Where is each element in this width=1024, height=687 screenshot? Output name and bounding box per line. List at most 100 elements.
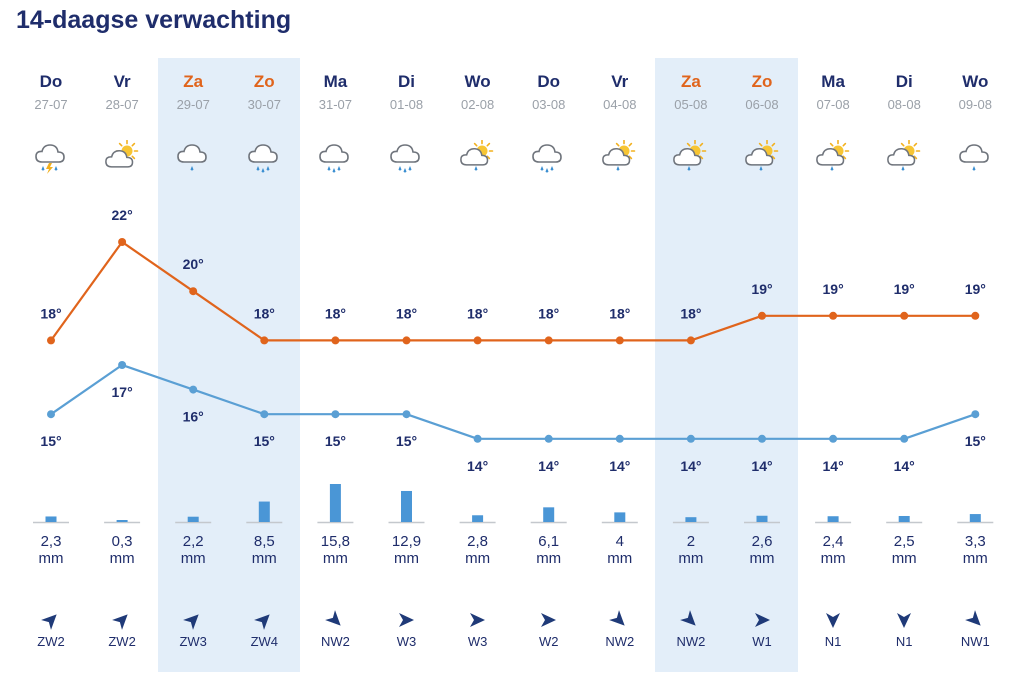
max-temp-label: 18° (467, 305, 488, 321)
precip-value: 8,5 (253, 533, 275, 550)
wind-label: NW2 (605, 634, 635, 649)
min-temp-label: 14° (538, 458, 559, 474)
day-column: Zo 06-08 2,6 mm W1 (727, 58, 798, 672)
day-name: Wo (962, 72, 989, 91)
max-temp-line (50, 240, 976, 342)
max-temp-point (47, 336, 55, 345)
precip-unit: mm (962, 550, 988, 567)
precip-bar (685, 517, 697, 522)
day-column: Za 05-08 2 mm NW2 (655, 58, 726, 672)
day-column: Ma 31-07 15,8 mm NW2 (300, 58, 371, 672)
precip-value: 2,5 (893, 533, 915, 550)
max-temp-label: 18° (40, 305, 61, 321)
precip-amount: 3,3 mm (940, 533, 1011, 567)
sun-cloud-rain-icon (602, 139, 638, 176)
day-name: Do (39, 72, 63, 91)
precip-amount: 2,2 mm (158, 533, 229, 567)
precip-bar (543, 507, 555, 522)
precip-amount: 15,8 mm (300, 533, 371, 567)
min-temp-label: 16° (183, 409, 204, 425)
cloud-sun-icon (104, 139, 141, 176)
cloud-heavy-rain-icon (318, 140, 354, 176)
min-temp-point (402, 410, 411, 419)
min-temp-label: 15° (965, 433, 986, 449)
precip-unit: mm (820, 550, 846, 567)
day-date: 03-08 (532, 97, 566, 112)
max-temp-label: 18° (609, 305, 630, 321)
precip-unit: mm (891, 550, 917, 567)
precip-value: 2,6 (751, 533, 773, 550)
min-temp-label: 14° (467, 458, 488, 474)
cloud-heavy-rain-icon (531, 140, 567, 176)
day-date: 06-08 (745, 97, 779, 112)
precip-bar (45, 516, 57, 522)
arrow-east-icon (395, 609, 417, 631)
precip-bar (969, 514, 981, 522)
max-temp-point (686, 336, 695, 345)
day-name: Wo (464, 72, 491, 91)
day-date: 30-07 (247, 97, 281, 112)
precip-unit: mm (465, 550, 491, 567)
precip-value: 2 (686, 533, 696, 550)
precip-unit: mm (180, 550, 206, 567)
max-temp-label: 22° (112, 207, 133, 223)
sun-cloud-rain-icon (460, 139, 496, 176)
day-column: Di 08-08 2,5 mm N1 (869, 58, 940, 672)
precip-value: 2,2 (182, 533, 204, 550)
day-name: Vr (113, 72, 131, 91)
precip-unit: mm (322, 550, 348, 567)
day-date: 09-08 (958, 97, 992, 112)
precip-value: 2,4 (822, 533, 844, 550)
min-temp-label: 15° (40, 433, 61, 449)
precip-amount: 2,4 mm (798, 533, 869, 567)
precip-amount: 2,6 mm (727, 533, 798, 567)
min-temp-point (260, 410, 269, 419)
day-date: 28-07 (105, 97, 139, 112)
max-temp-label: 19° (823, 281, 844, 297)
max-temp-point (758, 311, 766, 320)
day-name: Ma (323, 72, 348, 91)
day-name: Zo (253, 72, 275, 91)
day-column: Za 29-07 2,2 mm ZW3 (158, 58, 229, 672)
min-temp-point (47, 410, 55, 419)
precip-unit: mm (607, 550, 633, 567)
min-temp-point (900, 434, 909, 443)
sun-cloud-rain-icon (886, 139, 923, 176)
precip-unit: mm (38, 550, 64, 567)
min-temp-point (544, 434, 553, 443)
day-date: 27-07 (34, 97, 68, 112)
day-column: Di 01-08 12,9 mm W3 (371, 58, 442, 672)
precip-value: 0,3 (111, 533, 133, 550)
cloud-drizzle-icon (958, 140, 994, 176)
max-temp-point (331, 336, 340, 345)
day-date: 31-07 (318, 97, 353, 112)
min-temp-label: 14° (609, 458, 630, 474)
wind-label: NW2 (676, 634, 706, 649)
max-temp-label: 18° (680, 305, 701, 321)
precip-amount: 2 mm (655, 533, 726, 567)
day-date: 01-08 (389, 97, 424, 112)
day-date: 04-08 (603, 97, 637, 112)
precip-unit: mm (749, 550, 775, 567)
wind-label: ZW2 (108, 634, 136, 649)
min-temp-line (50, 363, 976, 440)
precip-bar (614, 512, 626, 522)
min-temp-label: 15° (325, 433, 346, 449)
max-temp-label: 18° (325, 305, 346, 321)
arrow-northeast-icon (111, 609, 133, 631)
min-temp-point (189, 385, 198, 394)
precip-bar (756, 515, 768, 522)
page-title: 14-daagse verwachting (16, 6, 292, 34)
min-temp-label: 14° (680, 458, 701, 474)
wind-label: W3 (467, 634, 488, 649)
precip-unit: mm (251, 550, 277, 567)
min-temp-label: 17° (112, 384, 133, 400)
precip-value: 2,3 (40, 533, 62, 550)
arrow-southeast-icon (324, 609, 346, 631)
precip-bar (401, 490, 412, 522)
min-temp-point (829, 434, 838, 443)
wind-label: W2 (538, 634, 559, 649)
max-temp-point (900, 311, 909, 320)
min-temp-point (331, 410, 340, 419)
